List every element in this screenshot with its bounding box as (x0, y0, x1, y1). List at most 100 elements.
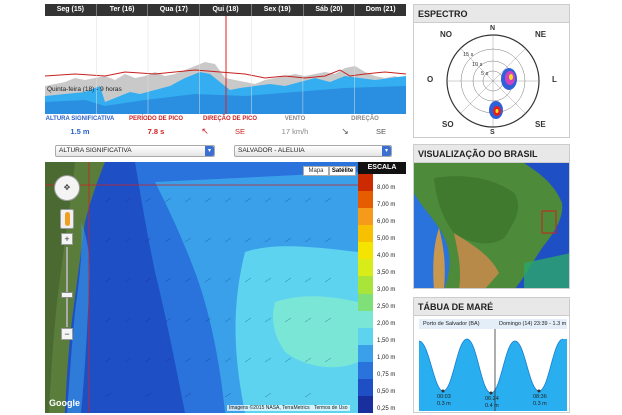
day-label[interactable]: Dom (21) (365, 6, 396, 13)
scale-label: 6,00 m (377, 218, 396, 225)
location-select-value: SALVADOR - ALELUIA (238, 147, 305, 154)
dir-label-s: S (490, 129, 495, 136)
day-label[interactable]: Qua (17) (148, 4, 201, 16)
chevron-down-icon: ▾ (205, 146, 214, 156)
scale-swatch (358, 225, 373, 243)
google-logo: Google (49, 398, 80, 408)
scale-swatch (358, 242, 373, 260)
tide-day2-label: Segunda-feira (15) (513, 334, 564, 340)
tide-low1-value: 0.3 m (437, 401, 451, 407)
parameter-select-value: ALTURA SIGNIFICATIVA (59, 147, 132, 154)
dir-label-no: NO (440, 30, 452, 39)
ring-label-5: 5 s (481, 71, 489, 77)
zoom-in-button[interactable]: + (61, 233, 73, 245)
dir-label-o: O (427, 75, 434, 84)
label-altura: ALTURA SIGNIFICATIVA (45, 116, 115, 122)
tide-low3-time: 08:36 (533, 394, 547, 400)
day-label[interactable]: Ter (16) (97, 4, 149, 16)
dir-label-l: L (552, 75, 557, 84)
map-attribution: Imagens ©2015 NASA, TerraMetrics Termos … (227, 405, 350, 411)
scale-label: 8,00 m (377, 184, 396, 191)
zoom-track[interactable] (66, 247, 68, 327)
scale-swatch (358, 191, 373, 209)
scale-label: 7,00 m (377, 201, 396, 208)
value-direcao: SE (375, 127, 386, 136)
terms-link[interactable]: Termos de Uso (313, 405, 348, 411)
scale-swatch (358, 276, 373, 294)
wave-field[interactable] (45, 162, 358, 413)
zoom-out-button[interactable]: − (61, 328, 73, 340)
wave-height-plot[interactable] (45, 16, 406, 114)
scale-label: 4,00 m (377, 252, 396, 259)
tide-low2-time: 06:24 (485, 396, 499, 402)
day-axis: Seg (15) Ter (16) Qua (17) Qui (18) Sex … (45, 4, 406, 16)
scale-swatch (358, 395, 373, 414)
tide-low1-time: 00:03 (437, 394, 451, 400)
scale-swatch (358, 259, 373, 277)
scale-label: 5,00 m (377, 235, 396, 242)
tide-low2-value: 0.4 m (485, 403, 499, 409)
spectrum-polar-plot[interactable] (414, 23, 570, 138)
cursor-time-label: Quinta-feira (18) - 9 horas (47, 86, 122, 93)
brasil-title: VISUALIZAÇÃO DO BRASIL (414, 145, 569, 163)
value-periodo: 7.8 s (147, 127, 165, 136)
dir-label-n: N (490, 25, 496, 32)
scale-title: ESCALA (358, 162, 406, 174)
scale-label: 1,00 m (377, 355, 396, 362)
label-direcao-pico: DIREÇÃO DE PICO (202, 116, 257, 122)
scale-label: 0,50 m (377, 389, 396, 396)
scale-label: 2,00 m (377, 321, 396, 328)
ring-label-15: 15 s (463, 52, 474, 58)
chevron-down-icon: ▾ (382, 146, 391, 156)
wind-arrow-icon: ↘ (341, 126, 349, 136)
label-direcao: DIREÇÃO (351, 116, 379, 122)
parameter-select[interactable]: ALTURA SIGNIFICATIVA ▾ (55, 145, 215, 157)
scale-label: 0,75 m (377, 372, 396, 379)
value-vento: 17 km/h (281, 127, 309, 136)
attribution-text: Imagens ©2015 NASA, TerraMetrics (229, 405, 310, 411)
tide-cursor-label: Domingo (14) 23:39 - 1.3 m (499, 321, 567, 327)
map-type-button[interactable]: Mapa (303, 166, 329, 176)
scale-swatch (358, 378, 373, 397)
scale-label: 3,00 m (377, 286, 396, 293)
ring-label-10: 10 s (472, 62, 483, 68)
dir-label-so: SO (442, 120, 454, 129)
tide-panel: TÁBUA DE MARÉ Porto de Salvador (BA) Dom… (413, 297, 570, 413)
timeline-panel: Seg (15) Ter (16) Qua (17) Qui (18) Sex … (45, 4, 406, 116)
scale-swatch (358, 327, 373, 346)
label-vento: VENTO (284, 116, 306, 122)
brasil-map[interactable] (414, 163, 570, 289)
scale-swatch (358, 293, 373, 312)
color-scale: ESCALA 8,00 m 7,00 m 6,00 m 5,00 m 4,00 m 3,5… (358, 162, 406, 414)
direction-arrow-icon: ↖ (201, 126, 209, 136)
scale-label: 3,50 m (377, 269, 396, 276)
scale-swatch (358, 208, 373, 226)
brasil-panel: VISUALIZAÇÃO DO BRASIL (413, 144, 570, 289)
readout-row: ALTURA SIGNIFICATIVA PERÍODO DE PICO DIR… (45, 116, 406, 140)
tide-chart[interactable]: Porto de Salvador (BA) Domingo (14) 23:3… (419, 319, 567, 411)
spectrum-panel: ESPECTRO N NE NO L O SE SO S 15 s 10 s 5… (413, 4, 570, 138)
location-select[interactable]: SALVADOR - ALELUIA ▾ (234, 145, 392, 157)
scale-label: 1,50 m (377, 338, 396, 345)
day-label[interactable]: Sex (19) (252, 4, 304, 16)
value-altura: 1.5 m (70, 127, 90, 136)
zoom-handle[interactable] (61, 292, 73, 298)
value-direcao-pico: SE (234, 127, 245, 136)
day-label[interactable]: Sáb (20) (304, 4, 356, 16)
wave-map[interactable]: ✥ + − Mapa Satélite Google Imagens ©2015… (45, 162, 358, 413)
dir-label-se: SE (535, 120, 546, 129)
day-label[interactable]: Qui (18) (200, 4, 252, 16)
scale-swatch (358, 174, 373, 192)
scale-swatch (358, 344, 373, 363)
day-label[interactable]: Seg (15) (45, 4, 97, 16)
tide-day1-label: Domingo (439, 334, 464, 340)
tide-curve[interactable] (419, 329, 567, 411)
pegman-icon[interactable] (60, 209, 74, 229)
spectrum-title: ESPECTRO (414, 5, 569, 23)
tide-port: Porto de Salvador (BA) (423, 321, 480, 327)
pan-control[interactable]: ✥ (54, 175, 80, 201)
tide-title: TÁBUA DE MARÉ (414, 298, 569, 316)
scale-swatch (358, 361, 373, 380)
dir-label-ne: NE (535, 30, 547, 39)
satellite-type-button[interactable]: Satélite (329, 166, 356, 176)
